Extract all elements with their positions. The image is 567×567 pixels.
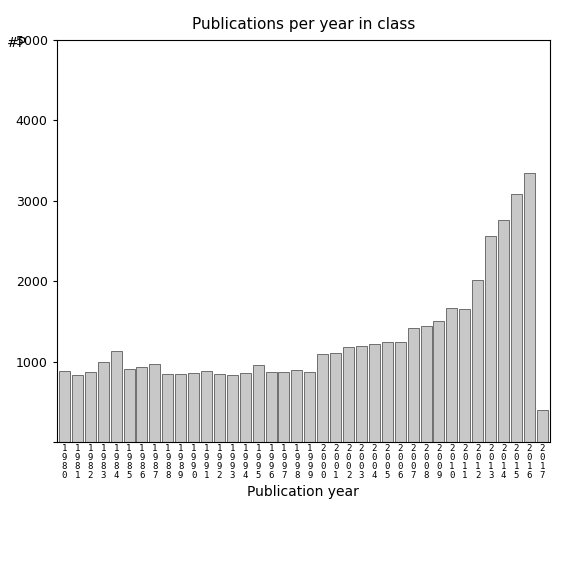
Bar: [356, 346, 367, 442]
Bar: [214, 374, 225, 442]
Bar: [524, 172, 535, 442]
Bar: [498, 220, 509, 442]
Bar: [304, 372, 315, 442]
Bar: [59, 371, 70, 442]
Bar: [98, 362, 109, 442]
Bar: [265, 372, 277, 442]
Bar: [111, 352, 121, 442]
Bar: [382, 341, 393, 442]
Bar: [511, 194, 522, 442]
Bar: [317, 354, 328, 442]
Bar: [472, 281, 483, 442]
Bar: [149, 364, 160, 442]
Bar: [201, 371, 212, 442]
Y-axis label: #P: #P: [7, 36, 27, 50]
Bar: [459, 308, 470, 442]
Bar: [537, 410, 548, 442]
Title: Publications per year in class: Publications per year in class: [192, 16, 415, 32]
Bar: [72, 375, 83, 442]
Bar: [291, 370, 302, 442]
Bar: [485, 236, 496, 442]
Bar: [421, 327, 431, 442]
Bar: [175, 374, 186, 442]
Bar: [343, 347, 354, 442]
Bar: [162, 374, 174, 442]
Bar: [240, 373, 251, 442]
X-axis label: Publication year: Publication year: [247, 485, 359, 499]
Bar: [446, 308, 458, 442]
Bar: [253, 365, 264, 442]
Bar: [188, 373, 199, 442]
Bar: [278, 372, 290, 442]
Bar: [395, 342, 405, 442]
Bar: [137, 367, 147, 442]
Bar: [85, 372, 96, 442]
Bar: [330, 353, 341, 442]
Bar: [433, 321, 445, 442]
Bar: [369, 344, 380, 442]
Bar: [124, 369, 134, 442]
Bar: [227, 375, 238, 442]
Bar: [408, 328, 418, 442]
